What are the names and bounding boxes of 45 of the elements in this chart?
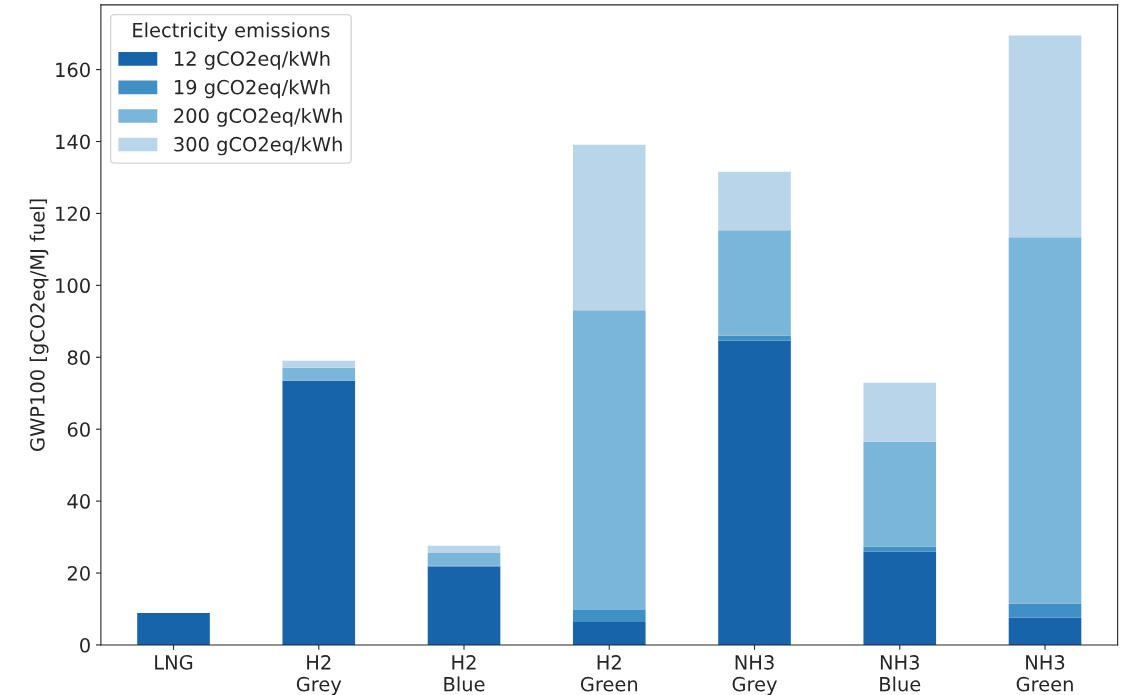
x-tick-label: NH3 Green: [1016, 655, 1073, 692]
y-tick-label: 60: [67, 422, 90, 437]
y-tick-label: 80: [67, 350, 90, 365]
bar: [137, 612, 210, 645]
bar: [1008, 237, 1082, 604]
y-tick-label: 160: [56, 62, 90, 78]
bar: [1008, 603, 1082, 618]
bar: [863, 546, 937, 552]
bar: [718, 230, 791, 336]
bar: [572, 310, 646, 611]
bar: [427, 566, 501, 645]
bar: [1008, 617, 1082, 645]
bar: [718, 340, 791, 645]
bar: [863, 551, 937, 645]
bar: [718, 171, 791, 231]
x-tick-label: NH3 Grey: [732, 655, 777, 695]
x-tick-label: NH3 Blue: [880, 655, 921, 692]
legend-label: 300 gCO2eq/kWh: [174, 136, 342, 156]
y-tick-label: 100: [56, 278, 90, 294]
x-tick-label: H2 Blue: [444, 655, 485, 692]
bar: [427, 545, 501, 553]
y-tick-label: 20: [67, 566, 90, 581]
bar: [1008, 35, 1082, 238]
bar: [282, 380, 356, 645]
y-tick-label: 120: [56, 206, 90, 222]
bar: [572, 144, 646, 311]
x-tick-label: H2 Green: [580, 655, 638, 692]
bar: [427, 552, 501, 566]
bar: [863, 382, 937, 442]
bar: [863, 441, 937, 547]
x-tick-label: H2 Grey: [296, 655, 342, 695]
x-tick-label: LNG: [155, 655, 193, 670]
legend-label: 200 gCO2eq/kWh: [174, 107, 342, 127]
bar: [572, 621, 646, 645]
y-tick-label: 0: [80, 637, 90, 653]
y-tick-label: 40: [67, 494, 90, 509]
bar: [282, 367, 356, 381]
bar: [282, 360, 356, 368]
legend-label: 19 gCO2eq/kWh: [174, 79, 330, 99]
bar: [718, 335, 791, 341]
legend-label: 12 gCO2eq/kWh: [174, 50, 330, 70]
bar: [572, 610, 646, 622]
y-axis-title: GWP100 [gCO2eq/MJ fuel]: [29, 199, 49, 451]
legend-title: Electricity emissions: [133, 22, 330, 42]
y-tick-label: 140: [56, 134, 90, 150]
